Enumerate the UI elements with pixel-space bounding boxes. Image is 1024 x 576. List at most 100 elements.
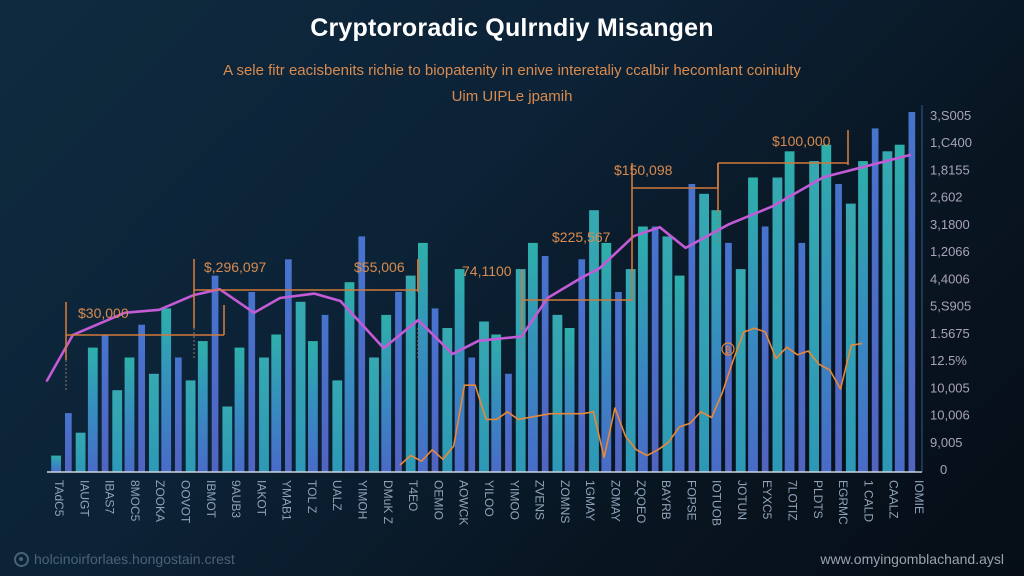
- price-line: [399, 327, 863, 466]
- bar: [578, 259, 586, 472]
- bar: [295, 301, 306, 472]
- x-tick-label: DMuK Z: [381, 480, 395, 524]
- x-tick-label: ZOOKA: [153, 480, 167, 522]
- y-tick-label: 3,S005: [930, 108, 971, 123]
- bar: [308, 341, 318, 472]
- x-tick-label: YILOO: [482, 480, 496, 517]
- bar: [589, 210, 599, 472]
- chart-title: Cryptororadic Qulrndiy Misangen: [310, 14, 714, 42]
- bar: [835, 184, 842, 472]
- bar: [405, 275, 416, 472]
- bar: [442, 328, 453, 472]
- bar: [211, 275, 219, 472]
- x-tick-label: EYXC5: [760, 480, 774, 520]
- x-tick-label: OOVOT: [179, 480, 193, 524]
- x-tick-label: FOPSE: [684, 480, 698, 521]
- bar: [711, 210, 722, 472]
- x-tick-label: PLDTS: [811, 480, 825, 519]
- y-tick-label: 2,602: [930, 190, 963, 205]
- bar: [332, 380, 343, 472]
- bitcoin-coin-icon: [721, 342, 735, 356]
- bar: [222, 406, 233, 472]
- x-tick-label: IOMIE: [912, 480, 926, 514]
- bar: [845, 203, 856, 472]
- bars-layer: [51, 112, 916, 473]
- x-tick-label: ZQOEO: [634, 480, 648, 523]
- bar: [344, 282, 355, 472]
- bar: [735, 269, 746, 472]
- bar: [418, 242, 428, 472]
- bar: [858, 161, 868, 472]
- x-tick-label: IAUGT: [77, 480, 91, 517]
- bar: [505, 373, 512, 472]
- y-tick-label: 4,4006: [930, 271, 970, 286]
- bar: [615, 292, 622, 472]
- annotation-label: $100,000: [772, 133, 831, 149]
- bar: [321, 314, 329, 472]
- bar: [699, 193, 709, 473]
- bar: [784, 151, 795, 473]
- y-tick-label: 1,C400: [930, 135, 972, 150]
- footer-url[interactable]: www.omyingomblachand.aysl: [820, 551, 1004, 567]
- annotation-bracket: $225,567: [552, 163, 719, 302]
- bar: [248, 292, 256, 472]
- bar: [688, 184, 696, 472]
- footer-left-text: holcinoirforlaes.hongostain.crest: [34, 551, 235, 567]
- bar: [564, 328, 575, 472]
- x-tick-label: YIMOH: [356, 480, 370, 519]
- bar: [798, 242, 806, 472]
- x-tick-label: IAKOT: [254, 480, 268, 517]
- bar: [894, 144, 905, 472]
- x-tick-label: IBAS7: [103, 480, 117, 514]
- x-tick-label: EGRMC: [836, 480, 850, 525]
- y-tick-label: 1,8155: [930, 163, 970, 178]
- logo-icon: [14, 551, 29, 567]
- annotation-label: $30,000: [78, 305, 129, 321]
- bar: [65, 413, 72, 472]
- bar: [674, 275, 685, 472]
- x-tick-label: T4EO: [406, 480, 420, 511]
- bar: [601, 242, 612, 472]
- annotation-label: $150,098: [614, 162, 673, 178]
- bar: [772, 177, 783, 472]
- bar: [358, 236, 366, 472]
- x-tick-label: 9AUB3: [229, 480, 243, 518]
- y-tick-label: 9,005: [930, 435, 963, 450]
- x-tick-label: 1 CALD: [861, 480, 875, 522]
- bar: [725, 242, 732, 472]
- bar: [431, 308, 439, 472]
- x-tick-label: ZOMAY: [609, 480, 623, 522]
- x-tick-label: TAdC5: [52, 480, 66, 517]
- x-tick-label: BAYRB: [659, 480, 673, 520]
- x-tick-label: CAALZ: [887, 480, 901, 519]
- x-tick-label: UALZ: [330, 480, 344, 511]
- bar: [625, 269, 636, 472]
- bar: [381, 314, 392, 472]
- price-line-layer: [399, 327, 863, 466]
- bar: [75, 432, 86, 472]
- bar: [515, 269, 526, 472]
- bar: [809, 161, 819, 472]
- bar: [479, 321, 489, 472]
- x-tick-label: 7LOTIZ: [786, 480, 800, 521]
- bar: [161, 308, 172, 472]
- bar: [638, 226, 648, 472]
- bar: [138, 324, 145, 472]
- x-tick-label: JOTUN: [735, 480, 749, 520]
- x-tick-label: AOWCK: [457, 480, 471, 525]
- bar: [491, 334, 502, 472]
- bar: [662, 236, 673, 472]
- y-tick-label: 10,006: [930, 408, 970, 423]
- x-tick-label: 8MOC5: [128, 480, 142, 522]
- annotation-bracket: $150,098: [614, 162, 848, 242]
- bar: [124, 357, 135, 472]
- x-tick-label: ZOMNS: [558, 480, 572, 523]
- bar: [369, 357, 379, 472]
- y-tick-label: 1,2066: [930, 244, 970, 259]
- annotation-bracket: $55,006: [354, 259, 419, 358]
- bar: [112, 390, 123, 472]
- bar: [541, 256, 549, 472]
- bar: [821, 144, 832, 472]
- bar: [748, 177, 758, 472]
- bar: [175, 357, 182, 472]
